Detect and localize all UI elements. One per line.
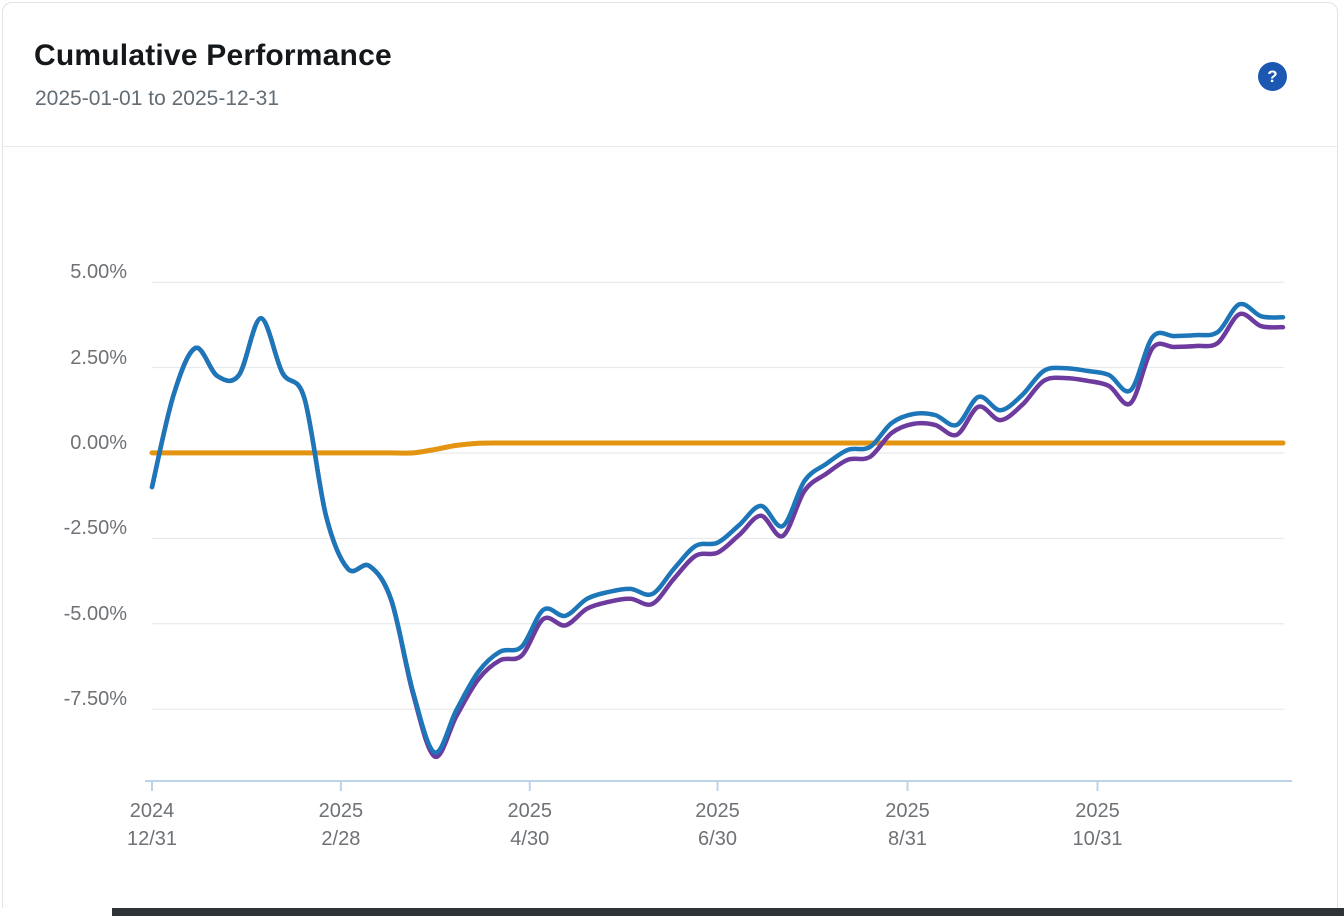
y-axis-label: -2.50% [63,517,127,540]
x-axis-label-date: 2/28 [321,828,361,850]
x-axis-label-date: 8/31 [888,828,927,850]
series-blue-line [149,301,1286,755]
x-axis-label-year: 2025 [1075,800,1120,822]
y-axis-label: 0.00% [70,432,127,454]
bottom-edge-bar [112,908,1344,916]
x-axis-label-date: 6/30 [698,828,737,850]
x-axis-label-date: 12/31 [126,828,178,850]
y-axis-label: 2.50% [70,346,127,369]
y-axis-label: -7.50% [63,688,127,711]
y-axis-label: -5.00% [63,602,127,625]
date-range-subtitle: 2025-01-01 to 2025-12-31 [35,87,280,110]
x-axis-label: 2025 4/30 [460,797,600,853]
x-axis-label-year: 2024 [129,800,175,822]
series-orange-line [149,440,1286,456]
x-axis-label-year: 2025 [695,800,740,822]
x-axis-label-year: 2025 [507,800,553,822]
header-divider [3,146,1337,147]
x-axis-label: 2025 2/28 [271,797,411,853]
x-axis-label: 2025 6/30 [648,797,788,853]
y-axis-label: 5.00% [70,261,127,284]
card-header: Cumulative Performance 2025-01-01 to 202… [3,3,1337,146]
help-button[interactable]: ? [1258,62,1287,91]
x-axis-label: 2025 10/31 [1028,797,1168,853]
x-axis-label-date: 4/30 [510,828,550,850]
page-title: Cumulative Performance [34,39,392,72]
x-axis-label: 2025 8/31 [838,797,978,853]
x-axis-label-year: 2025 [885,800,930,822]
x-axis-label-year: 2025 [318,800,364,822]
x-axis-label: 2024 12/31 [82,797,222,853]
x-axis-label-date: 10/31 [1072,828,1123,850]
question-mark-icon: ? [1267,66,1278,86]
